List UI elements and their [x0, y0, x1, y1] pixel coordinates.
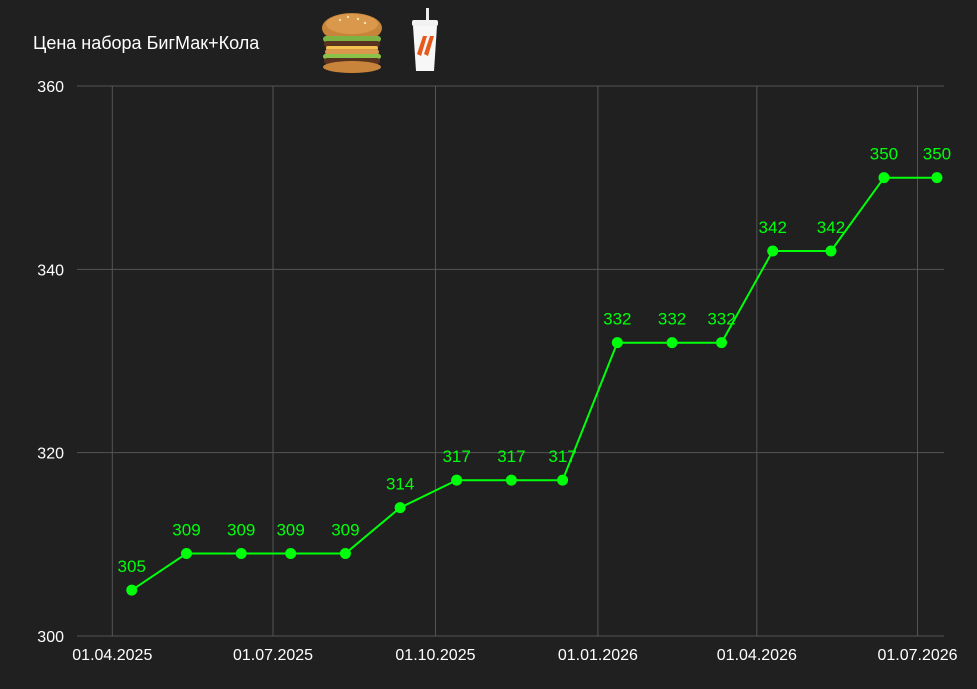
x-tick-label: 01.07.2026: [877, 647, 957, 664]
data-point: [931, 172, 943, 184]
data-point: [180, 548, 192, 559]
x-tick-label: 01.07.2025: [233, 647, 313, 664]
data-point: [825, 245, 837, 257]
data-label: 317: [548, 447, 576, 466]
data-label: 317: [442, 447, 470, 466]
burger-icon: [322, 13, 382, 73]
data-label: 350: [923, 145, 951, 164]
data-point: [767, 245, 779, 257]
y-tick-label: 320: [37, 446, 64, 463]
y-tick-label: 300: [37, 629, 64, 646]
data-point: [666, 337, 678, 349]
data-point: [126, 584, 138, 596]
data-point: [505, 474, 517, 486]
data-point: [339, 548, 351, 559]
data-point: [451, 474, 463, 486]
x-tick-label: 01.01.2026: [558, 647, 638, 664]
data-label: 314: [386, 475, 414, 494]
data-label: 332: [707, 310, 735, 329]
x-tick-label: 01.04.2026: [717, 647, 797, 664]
data-label: 332: [658, 310, 686, 329]
data-point: [557, 474, 569, 486]
y-tick-label: 340: [37, 262, 64, 279]
data-label: 350: [870, 145, 898, 164]
y-tick-label: 360: [37, 79, 64, 96]
data-label: 317: [497, 447, 525, 466]
data-label: 309: [227, 521, 255, 540]
data-label: 309: [331, 521, 359, 540]
x-tick-label: 01.10.2025: [395, 647, 475, 664]
data-label: 309: [276, 521, 304, 540]
x-tick-label: 01.04.2025: [72, 647, 152, 664]
data-point: [878, 172, 890, 184]
data-label: 305: [118, 557, 146, 576]
data-point: [716, 337, 728, 349]
cola-cup-icon: [412, 8, 438, 71]
data-label: 309: [172, 521, 200, 540]
data-point: [235, 548, 247, 559]
data-point: [285, 548, 297, 559]
series-line: [131, 176, 937, 592]
data-label: 342: [759, 218, 787, 237]
chart-title: Цена набора БигМак+Кола: [33, 33, 260, 53]
data-point: [611, 337, 623, 349]
data-label: 332: [603, 310, 631, 329]
data-label: 342: [817, 218, 845, 237]
data-point: [394, 502, 406, 514]
